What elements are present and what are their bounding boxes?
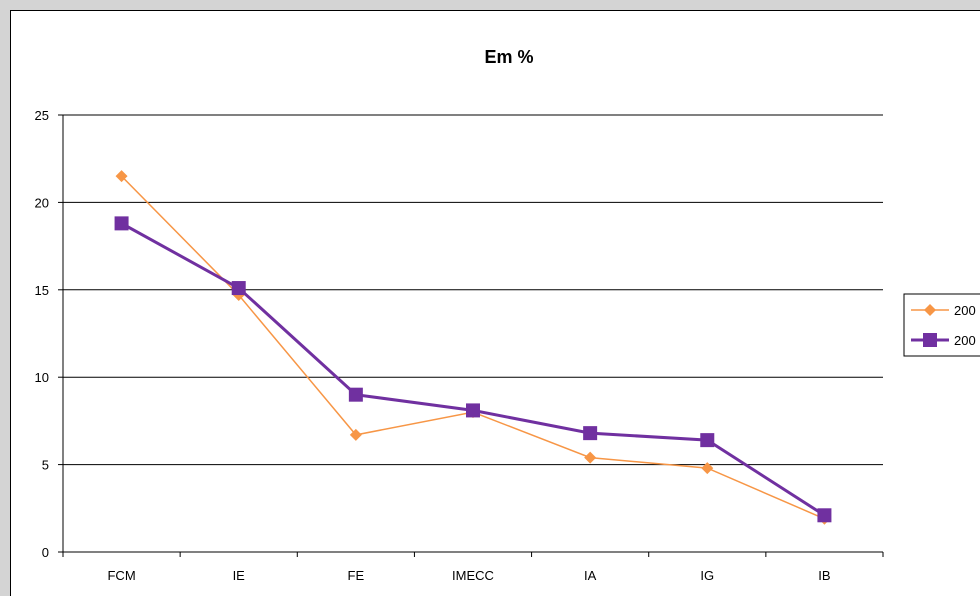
series-2-line [120,222,826,517]
chart-frame: Em % 0 5 10 15 20 25 FCM IE FE IMECC IA IG IB 200 200 [10,10,980,596]
y-tick-label: 10 [35,370,49,385]
axes: 0 5 10 15 20 25 FCM IE FE IMECC IA IG IB [35,108,884,583]
x-tick-label: FCM [107,568,135,583]
x-tick-label: IA [584,568,597,583]
series-1-line [121,175,825,520]
y-tick-label: 0 [42,545,49,560]
legend-label: 200 [954,303,976,318]
series-2-point [231,281,246,296]
series-1-point [701,462,714,475]
y-tick-label: 15 [35,283,49,298]
series-2-point [114,216,129,231]
legend: 200 200 [903,293,980,357]
x-tick-label: IB [818,568,830,583]
legend-swatch-marker [923,333,937,347]
x-tick-label: IE [233,568,246,583]
x-tick-label: IG [700,568,714,583]
y-tick-label: 25 [35,108,49,123]
legend-box [903,293,980,357]
series-2 [114,216,832,523]
y-tick-label: 5 [42,458,49,473]
x-tick-label: IMECC [452,568,494,583]
series-2-point [348,387,363,402]
series-layer [114,170,832,525]
series-1-point [349,428,362,441]
series-1-point [584,451,597,464]
legend-swatch-marker [924,304,936,316]
series-2-point [700,433,715,448]
series-2-point [583,426,598,441]
legend-label: 200 [954,333,976,348]
series-2-point [817,508,832,523]
x-tick-label: FE [348,568,365,583]
line-chart: Em % 0 5 10 15 20 25 FCM IE FE IMECC IA IG IB 200 200 [35,47,980,583]
y-tick-label: 20 [35,195,49,210]
chart-title: Em % [484,47,533,67]
series-1-point [115,170,128,183]
series-1 [115,170,831,525]
series-2-point [466,403,480,418]
